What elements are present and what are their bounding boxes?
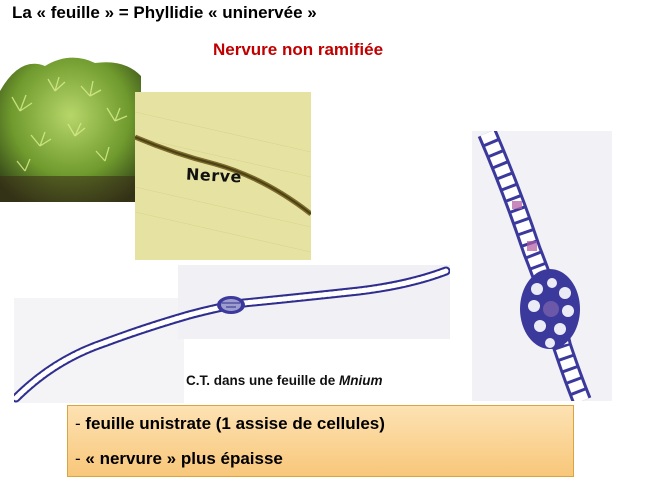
leaf-cross-section-image xyxy=(11,265,451,403)
caption-text: C.T. dans une feuille de xyxy=(186,373,340,388)
slide-title: La « feuille » = Phyllidie « uninervée » xyxy=(12,3,317,22)
bullet-dash: - xyxy=(75,449,86,468)
summary-line-1-text: feuille unistrate (1 assise de cellules) xyxy=(85,414,385,433)
caption-genus: Mnium xyxy=(339,373,383,388)
summary-line-2-text: « nervure » plus épaisse xyxy=(85,449,283,468)
bullet-dash: - xyxy=(75,414,86,433)
summary-box: - feuille unistrate (1 assise de cellule… xyxy=(67,405,574,477)
moss-photo xyxy=(0,51,141,202)
summary-line-1: - feuille unistrate (1 assise de cellule… xyxy=(75,414,385,434)
summary-line-2: - « nervure » plus épaisse xyxy=(75,449,283,469)
leaf-nerve-photo xyxy=(135,92,311,260)
slide-subtitle: Nervure non ramifiée xyxy=(213,40,384,59)
figure-caption: C.T. dans une feuille de Mnium xyxy=(186,373,383,388)
nerve-label: Nerve xyxy=(185,164,243,187)
nerve-zoom-image xyxy=(472,131,612,401)
